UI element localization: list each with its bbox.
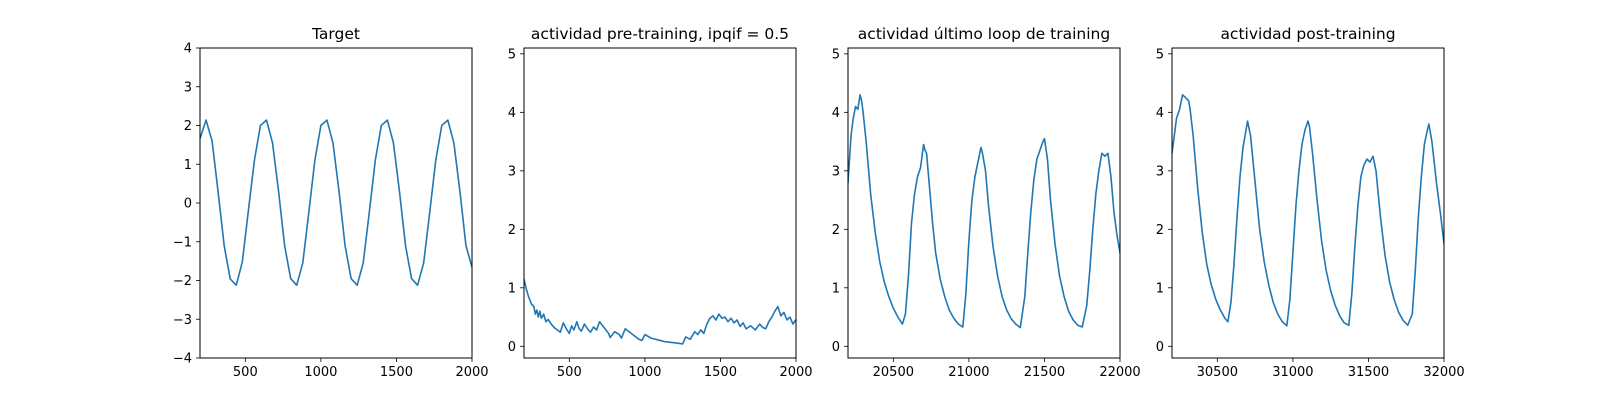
- y-tick-label: 0: [184, 197, 192, 212]
- subplot-title: Target: [311, 25, 360, 43]
- subplot-title: actividad post-training: [1220, 25, 1395, 43]
- y-tick-label: 0: [1156, 340, 1164, 355]
- x-tick-label: 21500: [1024, 365, 1065, 380]
- y-tick-label: 3: [832, 164, 840, 179]
- subplot-1: 500 1000 1500 2000 −4 −3 −2 −1 0 1 2 3 4 Target: [173, 25, 489, 380]
- x-tick-label: 30500: [1197, 365, 1238, 380]
- x-tick-label: 31500: [1348, 365, 1389, 380]
- x-tick-label: 500: [557, 365, 582, 380]
- x-tick-label: 500: [233, 365, 258, 380]
- y-tick-label: 3: [508, 164, 516, 179]
- x-tick-label: 21000: [948, 365, 989, 380]
- series-line-activity: [848, 93, 1120, 329]
- y-tick-label: 4: [184, 42, 192, 57]
- y-tick-label: 2: [1156, 223, 1164, 238]
- y-tick-label: 0: [832, 340, 840, 355]
- x-tick-label: 1500: [380, 365, 413, 380]
- series-line-target: [200, 119, 472, 286]
- y-tick-label: −1: [173, 235, 192, 250]
- y-tick-label: 1: [184, 158, 192, 173]
- y-tick-label: 2: [508, 223, 516, 238]
- y-tick-label: −3: [173, 313, 192, 328]
- y-tick-label: 5: [1156, 47, 1164, 62]
- y-tick-label: 4: [508, 106, 516, 121]
- x-tick-label: 1000: [628, 365, 661, 380]
- y-tick-label: −4: [173, 352, 192, 367]
- x-tick-label: 22000: [1099, 365, 1140, 380]
- y-tick-label: 1: [1156, 281, 1164, 296]
- axes-frame: [847, 47, 1121, 359]
- x-tick-label: 1000: [304, 365, 337, 380]
- y-tick-label: 5: [832, 47, 840, 62]
- subplot-2: 500 1000 1500 2000 0 1 2 3 4 5 actividad pre-train…: [508, 25, 813, 380]
- axes-frame: [1171, 47, 1445, 359]
- y-tick-label: 3: [1156, 164, 1164, 179]
- y-tick-label: 0: [508, 340, 516, 355]
- y-tick-label: 3: [184, 80, 192, 95]
- y-tick-label: 4: [832, 106, 840, 121]
- x-tick-label: 31000: [1272, 365, 1313, 380]
- subplot-3: 20500 21000 21500 22000 0 1 2 3 4 5 actividad últi…: [832, 25, 1141, 380]
- x-tick-label: 32000: [1423, 365, 1464, 380]
- y-tick-label: 4: [1156, 106, 1164, 121]
- x-tick-label: 2000: [779, 365, 812, 380]
- y-tick-label: 5: [508, 47, 516, 62]
- y-tick-label: 1: [832, 281, 840, 296]
- axes-frame: [523, 47, 797, 359]
- subplot-title: actividad último loop de training: [858, 25, 1110, 43]
- y-tick-label: 2: [832, 223, 840, 238]
- y-tick-label: −2: [173, 274, 192, 289]
- x-tick-label: 2000: [455, 365, 488, 380]
- subplot-title: actividad pre-training, ipqif = 0.5: [531, 25, 789, 43]
- x-tick-label: 20500: [873, 365, 914, 380]
- series-line-activity: [1172, 93, 1444, 327]
- series-line-activity: [524, 278, 796, 345]
- subplot-4: 30500 31000 31500 32000 0 1 2 3 4 5 actividad post…: [1156, 25, 1465, 380]
- x-tick-label: 1500: [704, 365, 737, 380]
- y-tick-label: 2: [184, 119, 192, 134]
- y-tick-label: 1: [508, 281, 516, 296]
